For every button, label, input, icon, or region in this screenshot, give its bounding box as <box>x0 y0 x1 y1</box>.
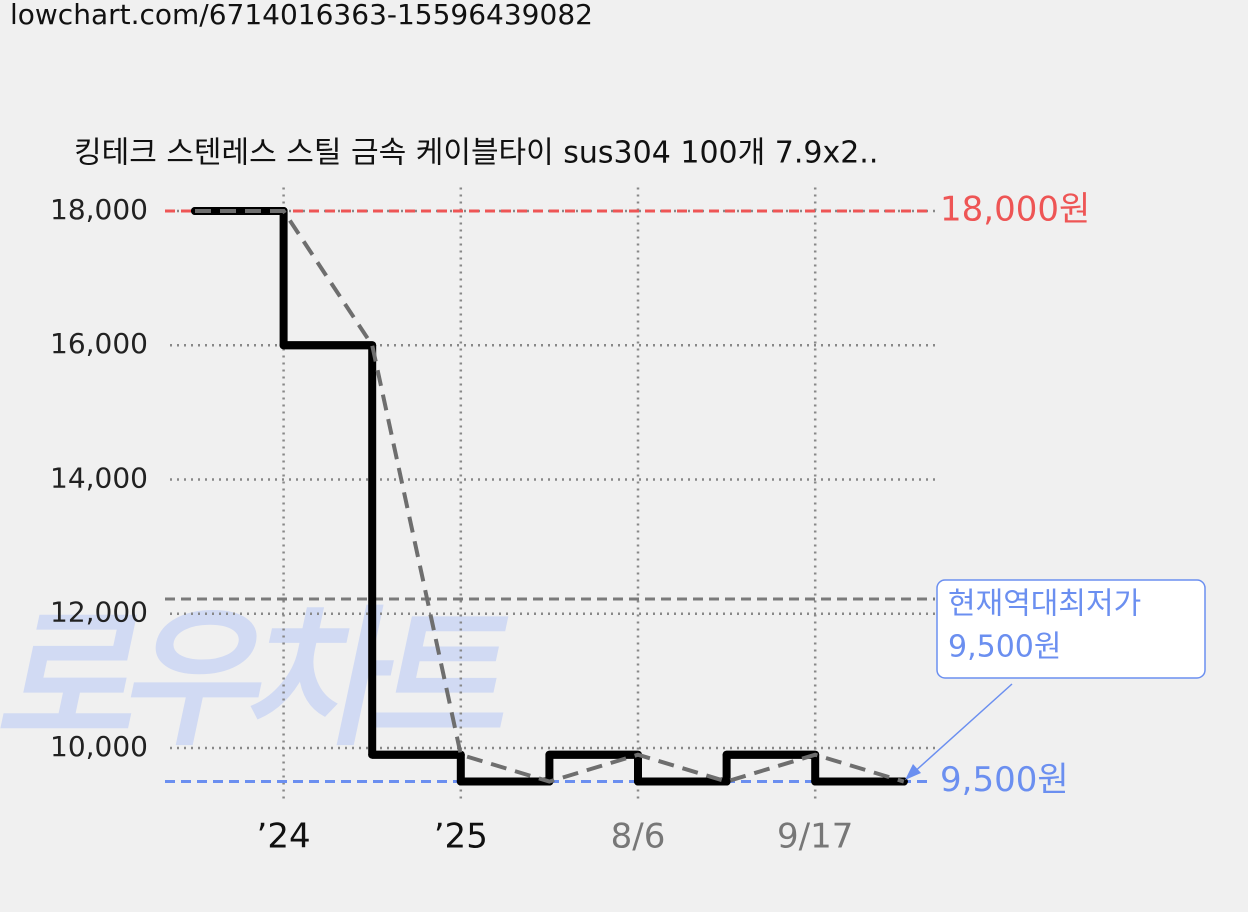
x-tick-label: 9/17 <box>777 817 853 857</box>
callout-arrowhead <box>905 764 921 780</box>
chart-title: 킹테크 스텐레스 스틸 금속 케이블타이 sus304 100개 7.9x2.. <box>74 136 878 171</box>
min-line-label: 9,500원 <box>940 760 1069 800</box>
trend-line <box>195 208 905 784</box>
y-tick-label: 16,000 <box>50 327 148 360</box>
x-tick-label: ’25 <box>434 817 488 857</box>
x-tick-label: 8/6 <box>611 817 666 857</box>
y-tick-label: 14,000 <box>50 461 148 494</box>
max-line-label: 18,000원 <box>940 189 1090 229</box>
y-tick-label: 18,000 <box>50 193 148 226</box>
url: lowchart.com/6714016363-15596439082 <box>10 0 593 31</box>
callout-text: 9,500원 <box>948 630 1061 665</box>
y-tick-label: 12,000 <box>50 596 148 629</box>
callout-arrow <box>911 683 1013 775</box>
callout-box <box>936 579 1206 679</box>
x-tick-label: ’24 <box>257 817 311 857</box>
callout-text: 현재역대최저가 <box>948 587 1141 622</box>
y-tick-label: 10,000 <box>50 730 148 763</box>
watermark: 로우차트 <box>0 592 530 767</box>
